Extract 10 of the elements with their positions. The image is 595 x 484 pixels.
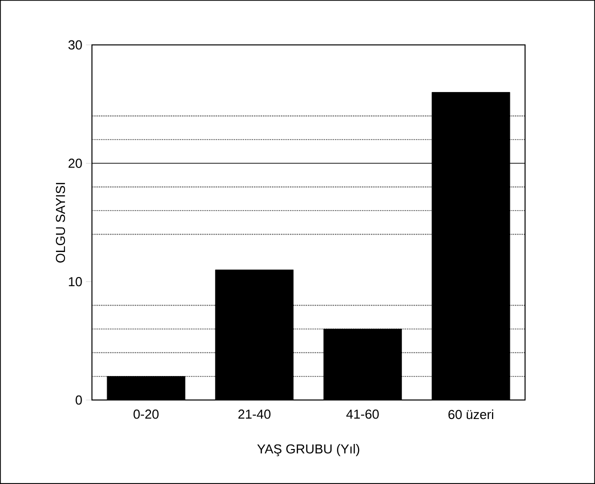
y-tick-label: 30 [68, 40, 82, 50]
x-tick-label: 0-20 [134, 410, 159, 419]
x-tick-label: 41-60 [346, 410, 379, 419]
y-tick-label: 20 [68, 158, 82, 168]
x-tick-label: 21-40 [238, 410, 270, 419]
y-axis-title: OLGU SAYISI [56, 182, 66, 263]
x-axis-title: YAŞ GRUBU (Yıl) [257, 444, 360, 456]
y-tick-label: 0 [76, 395, 82, 405]
x-tick-label: 60 üzeri [448, 410, 494, 420]
y-tick-label: 10 [68, 277, 82, 286]
